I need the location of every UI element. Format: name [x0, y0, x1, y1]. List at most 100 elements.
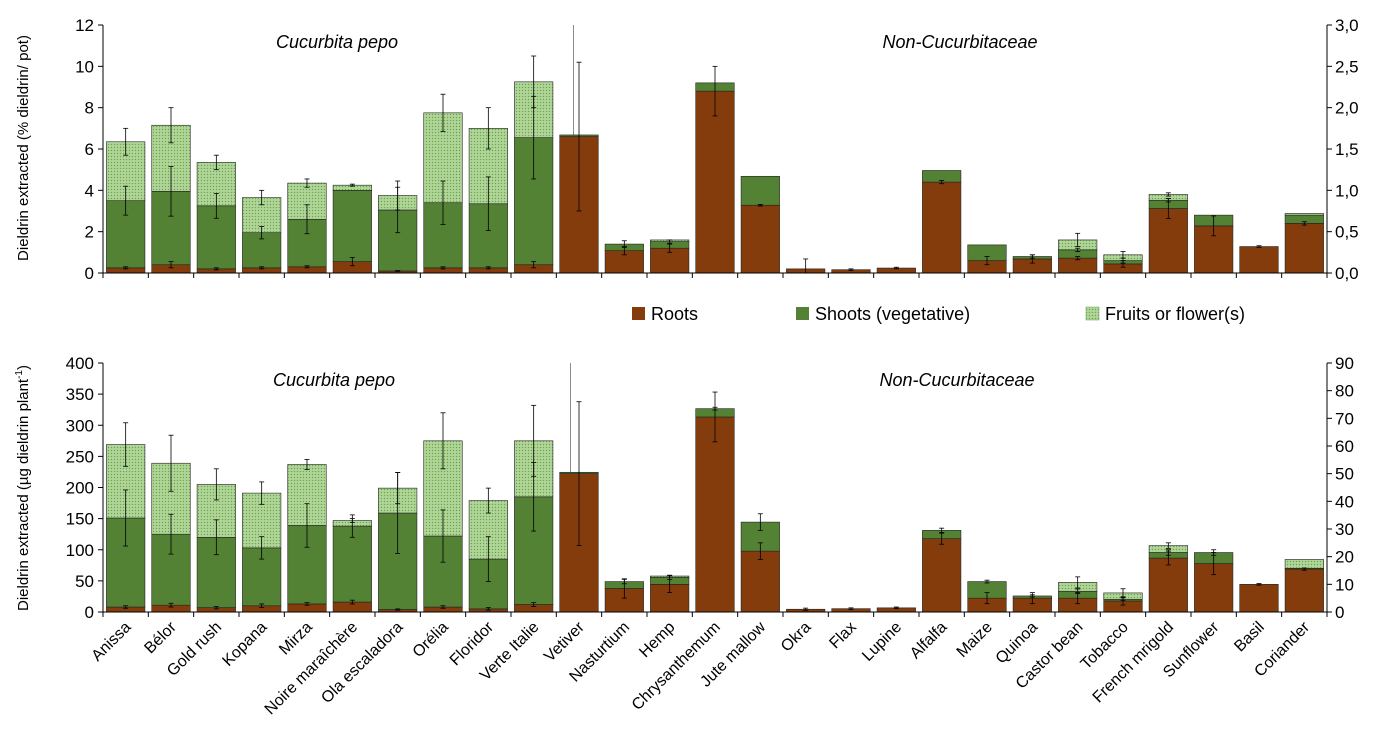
bottom-error-bar-15-roots	[757, 542, 763, 560]
legend-label-shoots: Shoots (vegetative)	[815, 304, 970, 324]
bottom-error-bar-1-fruits	[123, 422, 129, 467]
bottom-error-bar-9-fruits	[485, 487, 491, 514]
bottom-bar-19-roots	[922, 538, 962, 613]
bottom-bar-15-roots	[740, 550, 780, 613]
bottom-error-bar-3-fruits	[213, 468, 219, 501]
top-y-tick-label: 10	[75, 57, 94, 76]
bottom-error-bar-19-roots	[939, 532, 945, 545]
legend-label-fruits: Fruits or flower(s)	[1105, 304, 1245, 324]
bottom-error-bar-8-shoots	[440, 509, 446, 563]
bottom-y2-tick-label: 50	[1335, 465, 1354, 484]
bottom-error-bar-26-roots	[1256, 583, 1262, 586]
top-bar-24-roots	[1148, 208, 1188, 274]
bottom-y-tick-label: 350	[66, 385, 94, 404]
x-label-26: Basil	[1231, 619, 1268, 656]
top-error-bar-7-roots	[395, 270, 401, 272]
top-error-bar-22-fruits	[1075, 232, 1081, 247]
bottom-y2-tick-label: 10	[1335, 575, 1354, 594]
bottom-error-bar-10-fruits	[531, 404, 537, 477]
top-bar-27-fruits	[1284, 213, 1324, 216]
top-y-tick-label: 8	[85, 99, 94, 118]
top-error-bar-8-fruits	[440, 93, 446, 132]
x-label-20: Maize	[954, 619, 996, 661]
top-y2-tick-label: 1,0	[1335, 181, 1359, 200]
top-y-tick-label: 12	[75, 16, 94, 35]
bottom-y2-tick-label: 80	[1335, 382, 1354, 401]
bottom-bar-26-roots	[1239, 584, 1279, 613]
top-error-bar-21-shoots	[1029, 254, 1035, 259]
bottom-error-bar-25-shoots	[1211, 549, 1217, 556]
bottom-y2-tick-label: 40	[1335, 492, 1354, 511]
bottom-y-tick-label: 400	[66, 354, 94, 373]
top-y2-tick-label: 0,0	[1335, 264, 1359, 283]
top-error-bar-4-roots	[259, 266, 265, 270]
bottom-error-bar-22-fruits	[1075, 576, 1081, 589]
top-y2-tick-label: 3,0	[1335, 16, 1359, 35]
top-y2-tick-label: 0,5	[1335, 223, 1359, 242]
top-error-bar-22-shoots	[1075, 247, 1081, 252]
top-error-bar-4-shoots	[259, 226, 265, 240]
bottom-y-tick-label: 300	[66, 416, 94, 435]
top-error-bar-24-shoots	[1165, 198, 1171, 203]
top-error-bar-1-shoots	[123, 185, 129, 216]
top-error-bar-6-fruits	[349, 183, 355, 187]
bottom-error-bar-7-roots	[395, 608, 401, 611]
bottom-y2-tick-label: 20	[1335, 548, 1354, 567]
bottom-y-tick-label: 50	[75, 572, 94, 591]
bottom-error-bar-9-shoots	[485, 536, 491, 582]
top-group-label-non-cucurbitaceae: Non-Cucurbitaceae	[882, 32, 1037, 52]
top-y-axis-label: Dieldrin extracted (% dieldrin/ pot)	[15, 35, 32, 261]
bottom-error-bar-9-roots	[485, 607, 491, 611]
top-error-bar-1-roots	[123, 266, 129, 270]
bottom-error-bar-13-shoots	[667, 574, 673, 581]
bottom-error-bar-5-fruits	[304, 459, 310, 470]
x-label-8: Orélia	[410, 619, 452, 661]
bottom-y2-tick-label: 90	[1335, 354, 1354, 373]
bottom-y-tick-label: 100	[66, 541, 94, 560]
x-label-18: Lupine	[859, 619, 905, 665]
top-error-bar-6-roots	[349, 257, 355, 267]
bottom-error-bar-3-shoots	[213, 519, 219, 556]
top-error-bar-10-roots	[531, 261, 537, 269]
top-error-bar-18-roots	[893, 266, 899, 270]
bottom-error-bar-4-roots	[259, 603, 265, 609]
bottom-group-label-non-cucurbitaceae: Non-Cucurbitaceae	[879, 370, 1034, 390]
bottom-y2-tick-label: 70	[1335, 409, 1354, 428]
bottom-y-axis-label-superscript: -1	[14, 370, 25, 379]
top-error-bar-22-roots	[1075, 256, 1081, 261]
bottom-y-tick-label: 0	[85, 603, 94, 622]
top-error-bar-9-fruits	[485, 107, 491, 150]
bottom-error-bar-22-shoots	[1075, 588, 1081, 594]
x-label-5: Mirza	[276, 619, 316, 659]
bottom-error-bar-14-roots	[712, 391, 718, 443]
top-panel: Dieldrin extracted (% dieldrin/ pot) Cuc…	[15, 16, 1359, 283]
bottom-error-bar-14-shoots	[712, 406, 718, 411]
top-y2-tick-label: 2,0	[1335, 99, 1359, 118]
bottom-y-axis-label-main: Dieldrin extracted (µg dieldrin plant	[15, 378, 32, 611]
legend-label-roots: Roots	[651, 304, 698, 324]
top-bar-6-shoots	[332, 190, 372, 262]
top-bar-26-roots	[1239, 246, 1279, 274]
bottom-error-bar-19-shoots	[939, 527, 945, 533]
top-y2-tick-label: 2,5	[1335, 57, 1359, 76]
top-error-bar-3-shoots	[213, 193, 219, 219]
top-error-bar-9-roots	[485, 266, 491, 270]
x-label-19: Alfalfa	[907, 619, 951, 663]
bottom-error-bar-23-shoots	[1120, 597, 1126, 602]
bottom-y-axis-label-suffix: )	[15, 365, 32, 370]
top-error-bar-2-shoots	[168, 166, 174, 217]
top-error-bar-15-roots	[757, 203, 763, 207]
bottom-error-bar-27-roots	[1301, 567, 1307, 571]
bottom-error-bar-18-roots	[893, 606, 899, 610]
top-error-bar-2-fruits	[168, 107, 174, 144]
x-label-2: Bélor	[141, 618, 180, 657]
top-error-bar-13-shoots	[667, 239, 673, 244]
top-error-bar-26-roots	[1256, 245, 1262, 248]
top-bar-14-roots	[695, 90, 735, 274]
bottom-y2-tick-label: 60	[1335, 437, 1354, 456]
bottom-error-bar-7-fruits	[395, 472, 401, 505]
top-bar-19-roots	[922, 181, 962, 274]
top-error-bar-3-fruits	[213, 154, 219, 171]
bottom-error-bar-24-shoots	[1165, 549, 1171, 556]
